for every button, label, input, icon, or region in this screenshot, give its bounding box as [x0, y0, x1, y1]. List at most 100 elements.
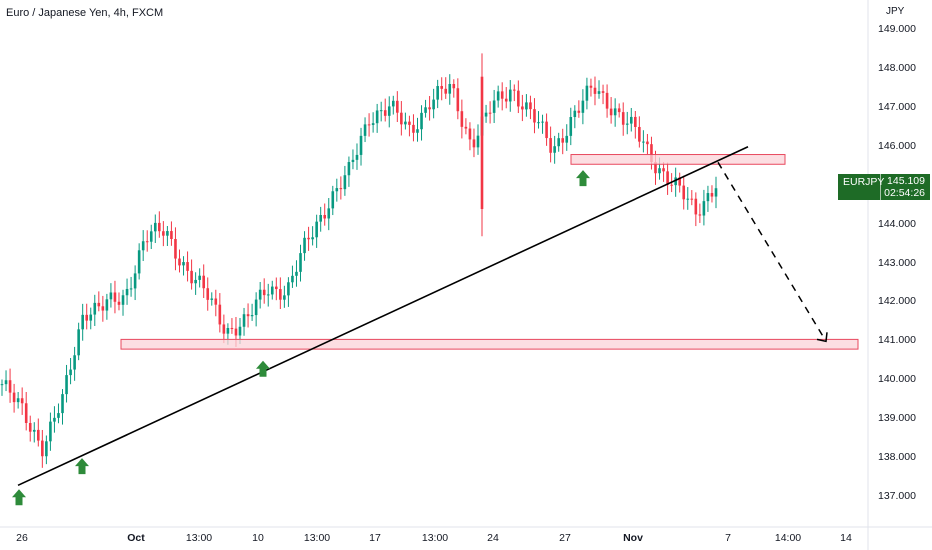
badge-symbol: EURJPY [843, 176, 885, 188]
price-tick-label: 146.000 [878, 139, 916, 152]
candle-body [686, 198, 690, 200]
candle-body [379, 110, 383, 112]
candle-body [218, 304, 222, 325]
candle-body [77, 329, 80, 356]
candle-body [581, 100, 585, 113]
last-price-badge: EURJPY 145.109 02:54:26 [838, 174, 930, 200]
candle-body [12, 392, 16, 403]
candle-body [662, 168, 665, 172]
candle-body [158, 222, 161, 232]
candle-body [464, 126, 468, 129]
candle-body [262, 289, 266, 296]
candle-body [412, 124, 415, 133]
candle-body [561, 138, 565, 143]
candle-body [460, 111, 464, 127]
candle-body [638, 126, 641, 142]
price-tick-label: 139.000 [878, 412, 916, 425]
candle-body [129, 288, 133, 290]
candle-body [230, 327, 234, 329]
candle-body [4, 380, 8, 385]
time-tick-label: Nov [623, 532, 643, 544]
candle-body [258, 289, 262, 300]
candle-body [625, 123, 629, 125]
time-tick-label: 13:00 [421, 532, 449, 544]
candle-body [682, 185, 686, 200]
candle-body [508, 89, 512, 102]
candle-body [246, 314, 250, 317]
candle-body [190, 270, 193, 284]
price-axis-unit: JPY [886, 6, 905, 17]
candle-body [283, 295, 286, 300]
candle-body [545, 121, 548, 139]
candle-body [404, 121, 407, 125]
candle-body [363, 124, 367, 136]
candle-body [650, 144, 653, 163]
candle-body [125, 288, 129, 296]
candle-body [20, 398, 24, 404]
price-tick-label: 149.000 [878, 23, 916, 35]
candle-body [270, 286, 274, 295]
resistance-zone [120, 338, 859, 350]
candle-body [214, 298, 218, 305]
candle-body [222, 324, 226, 334]
candle-body [416, 129, 419, 133]
candle-body [387, 106, 391, 116]
candle-body [137, 250, 141, 274]
candle-body [629, 116, 633, 124]
candle-body [456, 88, 460, 112]
candle-body [93, 302, 97, 315]
candle-body [141, 241, 145, 251]
time-tick-label: 24 [487, 532, 499, 544]
candle-body [327, 208, 331, 219]
candle-body [496, 91, 500, 101]
candle-body [601, 91, 605, 93]
candle-body [234, 328, 238, 336]
time-tick-label: 14:00 [774, 532, 802, 544]
candle-body [573, 110, 577, 118]
candle-body [424, 107, 427, 113]
candle-body [593, 87, 597, 94]
candle-body [658, 168, 661, 174]
price-tick-label: 144.000 [878, 217, 916, 230]
candle-body [343, 175, 347, 190]
candle-body [537, 122, 540, 124]
candle-body [37, 429, 40, 441]
candle-body [194, 279, 197, 284]
candle-body [706, 193, 710, 202]
candle-body [492, 100, 496, 113]
candle-body [186, 262, 189, 271]
candle-body [291, 275, 294, 283]
candle-body [525, 102, 528, 110]
time-tick-label: 27 [559, 532, 571, 544]
candle-body [45, 441, 48, 457]
badge-countdown: 02:54:26 [884, 187, 925, 199]
candle-body [287, 282, 290, 296]
candle-body [609, 108, 613, 116]
candle-body [500, 91, 504, 99]
price-tick-label: 140.000 [878, 373, 916, 386]
candle-body [250, 315, 254, 317]
time-tick-label: 14 [840, 532, 852, 544]
candle-body [226, 327, 230, 334]
candle-body [315, 221, 318, 238]
candle-body [359, 135, 363, 155]
candle-body [331, 191, 335, 209]
candle-body [383, 110, 387, 116]
candle-body [621, 112, 625, 125]
candle-body [210, 298, 214, 300]
candle-body [448, 84, 452, 94]
candle-body [468, 128, 472, 140]
candle-body [85, 314, 89, 321]
candle-body [400, 112, 403, 125]
candle-body [674, 177, 677, 186]
candle-body [444, 88, 448, 94]
candle-body [73, 355, 76, 370]
candle-body [375, 110, 379, 124]
candle-body [182, 262, 185, 266]
trendline [17, 146, 749, 487]
candle-body [513, 89, 516, 91]
candle-body [605, 92, 609, 109]
candle-body [97, 302, 101, 307]
